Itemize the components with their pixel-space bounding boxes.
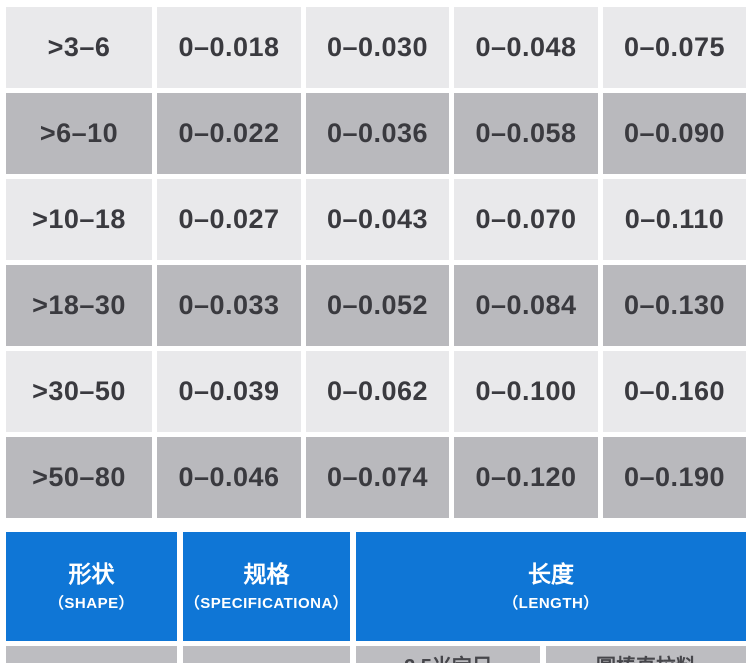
table-cell-range: >6–10 [6,93,152,174]
table-cell-value: 0–0.052 [306,265,449,346]
tolerance-table: >3–6 0–0.018 0–0.030 0–0.048 0–0.075 >6–… [6,7,746,518]
table-cell-value: 0–0.090 [603,93,746,174]
table-cell-shape [6,646,177,663]
header-label-zh: 规格 [243,560,290,587]
header-cell-shape: 形状 （SHAPE） [6,532,177,641]
table-cell-value: 0–0.130 [603,265,746,346]
table-cell-specification [183,646,350,663]
table-cell-value: 0–0.033 [157,265,301,346]
spec-table-header: 形状 （SHAPE） 规格 （SPECIFICATIONA） 长度 （LENGT… [6,532,746,641]
table-cell-value: 0–0.070 [454,179,598,260]
table-cell-value: 0–0.074 [306,437,449,518]
header-label-en: （SHAPE） [48,594,135,612]
table-cell-range: >50–80 [6,437,152,518]
table-cell-value: 0–0.100 [454,351,598,432]
table-cell-value: 0–0.048 [454,7,598,88]
table-cell-value: 0–0.075 [603,7,746,88]
table-cell-range: >3–6 [6,7,152,88]
table-cell-value: 0–0.110 [603,179,746,260]
table-cell-value: 0–0.058 [454,93,598,174]
table-cell-value: 0–0.046 [157,437,301,518]
table-cell-range: >30–50 [6,351,152,432]
table-cell-range: >18–30 [6,265,152,346]
table-cell-length-drawn: 圆棒直拉料 [546,646,746,663]
header-label-en: （LENGTH） [503,594,599,612]
table-cell-value: 0–0.018 [157,7,301,88]
table-cell-value: 0–0.190 [603,437,746,518]
header-cell-length: 长度 （LENGTH） [356,532,746,641]
table-cell-value: 0–0.030 [306,7,449,88]
table-cell-value: 0–0.022 [157,93,301,174]
table-cell-range: >10–18 [6,179,152,260]
table-cell-value: 0–0.027 [157,179,301,260]
table-cell-value: 0–0.160 [603,351,746,432]
table-cell-value: 0–0.043 [306,179,449,260]
table-cell-value: 0–0.036 [306,93,449,174]
table-cell-value: 0–0.084 [454,265,598,346]
header-label-zh: 形状 [68,560,115,587]
header-label-en: （SPECIFICATIONA） [184,594,349,612]
table-cell-value: 0–0.062 [306,351,449,432]
spec-table-row-clipped: 2.5米定尺 圆棒直拉料 [6,646,746,663]
header-label-zh: 长度 [528,560,574,587]
table-cell-value: 0–0.120 [454,437,598,518]
table-cell-value: 0–0.039 [157,351,301,432]
header-cell-specification: 规格 （SPECIFICATIONA） [183,532,350,641]
table-cell-length-fixed: 2.5米定尺 [356,646,540,663]
